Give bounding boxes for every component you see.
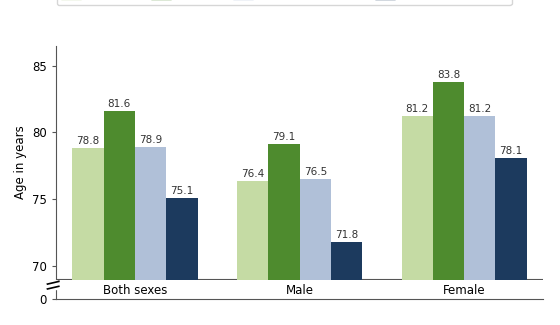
- Y-axis label: Age in years: Age in years: [13, 126, 26, 199]
- Text: 71.8: 71.8: [335, 230, 358, 240]
- Bar: [464, 116, 496, 325]
- Bar: [166, 198, 198, 325]
- Bar: [237, 181, 268, 325]
- Text: 81.2: 81.2: [405, 104, 429, 114]
- Bar: [135, 147, 166, 325]
- Bar: [300, 179, 331, 325]
- Text: 78.9: 78.9: [139, 135, 162, 145]
- Text: 83.8: 83.8: [437, 70, 460, 80]
- Bar: [331, 242, 362, 325]
- Text: 78.8: 78.8: [77, 136, 100, 147]
- Bar: [72, 149, 104, 325]
- Text: 79.1: 79.1: [272, 133, 296, 142]
- Bar: [104, 111, 135, 325]
- Text: 81.6: 81.6: [108, 99, 131, 109]
- Text: 78.1: 78.1: [500, 146, 522, 156]
- Text: 75.1: 75.1: [170, 186, 194, 196]
- Text: 81.2: 81.2: [468, 104, 492, 114]
- Bar: [433, 82, 464, 325]
- Text: 76.4: 76.4: [241, 169, 264, 178]
- Bar: [402, 116, 433, 325]
- Text: 76.5: 76.5: [304, 167, 327, 177]
- Legend: All origins, Hispanic, Non-Hispanic white, Non-Hispanic black: All origins, Hispanic, Non-Hispanic whit…: [57, 0, 512, 5]
- Bar: [268, 144, 300, 325]
- Bar: [496, 158, 527, 325]
